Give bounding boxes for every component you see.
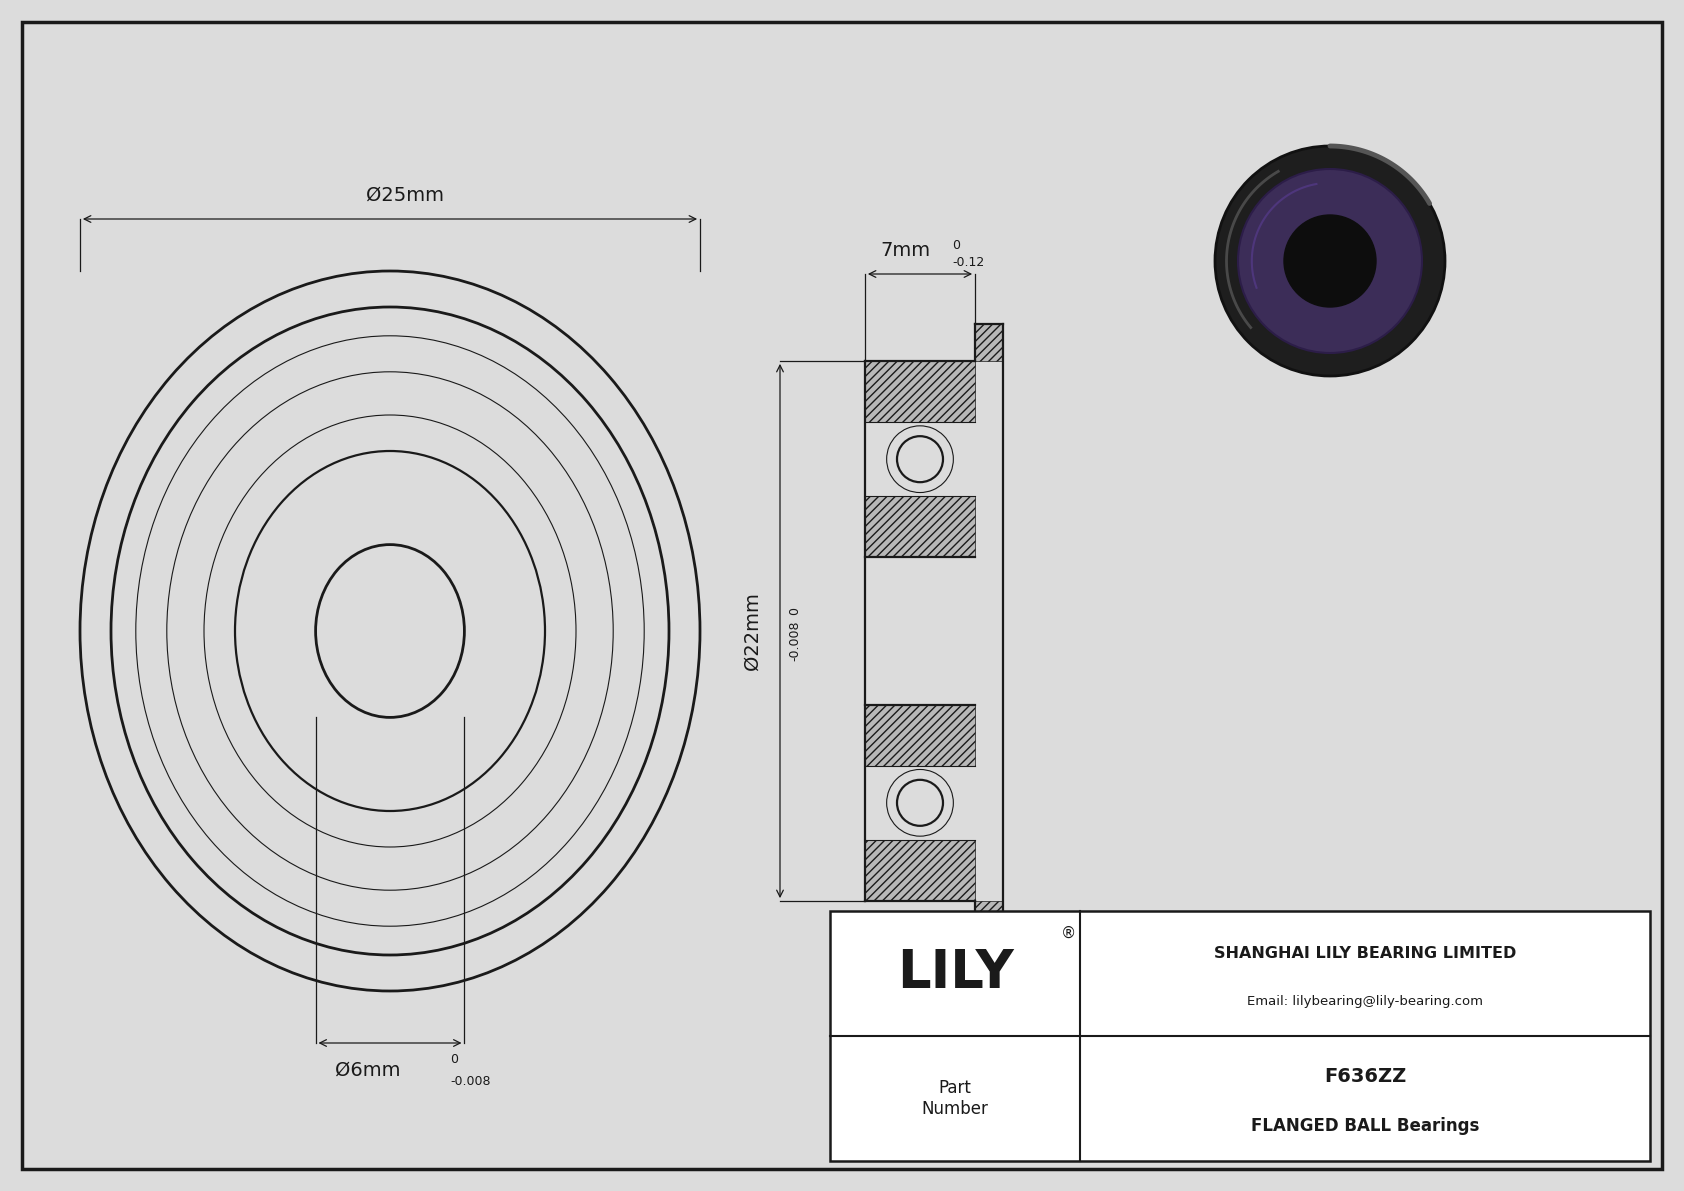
Circle shape bbox=[1283, 216, 1376, 307]
Text: FLANGED BALL Bearings: FLANGED BALL Bearings bbox=[1251, 1117, 1479, 1135]
Bar bbox=[975, 324, 1004, 361]
Text: Ø25mm: Ø25mm bbox=[365, 186, 445, 205]
Bar bbox=[830, 911, 1650, 1161]
Text: F636ZZ: F636ZZ bbox=[1324, 1066, 1406, 1085]
Circle shape bbox=[1214, 146, 1445, 376]
Bar bbox=[975, 902, 1004, 939]
Bar bbox=[866, 705, 975, 766]
Text: 1.5mm: 1.5mm bbox=[1015, 1004, 1084, 1023]
Text: Ø6mm: Ø6mm bbox=[335, 1061, 401, 1080]
Circle shape bbox=[1238, 169, 1421, 353]
Bar bbox=[866, 495, 975, 557]
Text: 7mm: 7mm bbox=[881, 241, 930, 260]
Bar bbox=[866, 361, 975, 423]
Text: 0: 0 bbox=[450, 1053, 458, 1066]
Text: -0.008: -0.008 bbox=[788, 621, 802, 661]
Text: Ø22mm: Ø22mm bbox=[743, 592, 761, 669]
Text: 0: 0 bbox=[951, 239, 960, 252]
Text: LILY: LILY bbox=[896, 948, 1014, 999]
Bar bbox=[866, 840, 975, 902]
Text: 0: 0 bbox=[788, 607, 802, 615]
Text: SHANGHAI LILY BEARING LIMITED: SHANGHAI LILY BEARING LIMITED bbox=[1214, 946, 1516, 961]
Text: -0.008: -0.008 bbox=[450, 1075, 490, 1089]
Text: Part
Number: Part Number bbox=[921, 1079, 989, 1118]
Text: -0.12: -0.12 bbox=[951, 256, 983, 269]
Text: Email: lilybearing@lily-bearing.com: Email: lilybearing@lily-bearing.com bbox=[1246, 994, 1484, 1008]
Text: ®: ® bbox=[1061, 925, 1076, 941]
